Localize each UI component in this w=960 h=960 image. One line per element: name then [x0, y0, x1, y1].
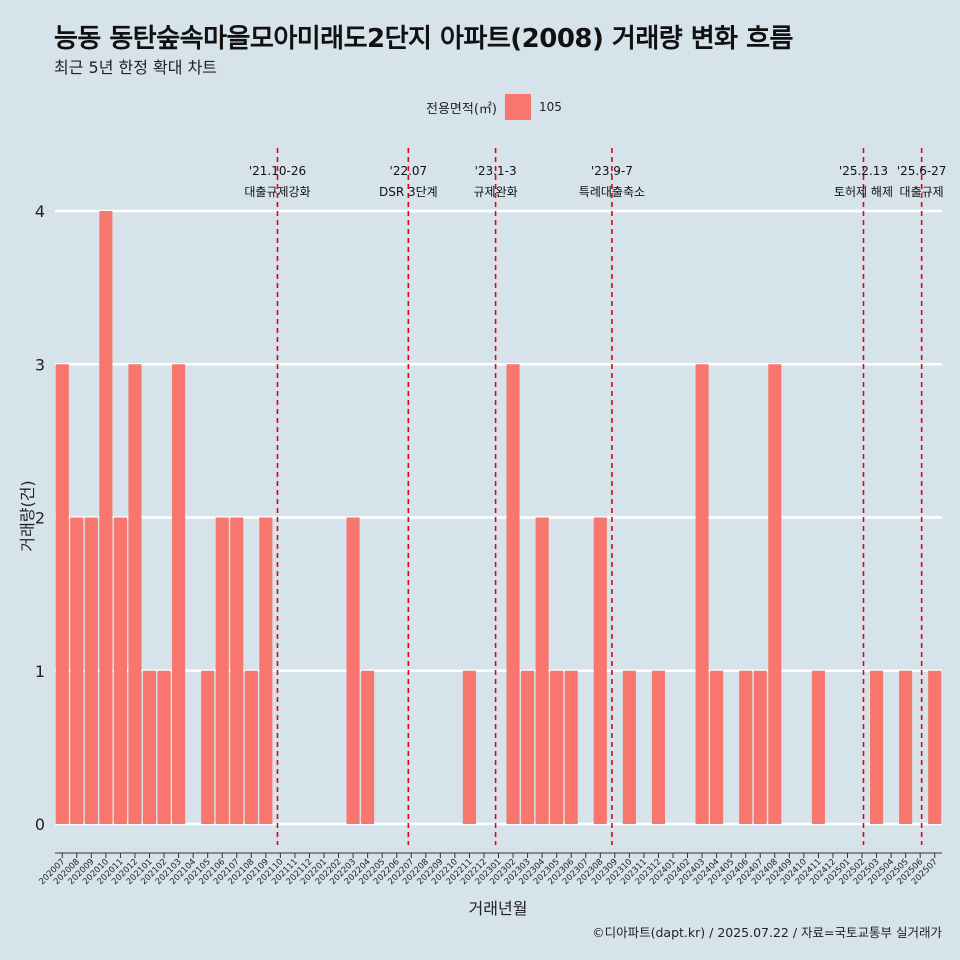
bar-202009 [84, 517, 98, 824]
bar-202308 [593, 517, 607, 824]
bar-202105 [201, 670, 215, 824]
legend-title: 전용면적(㎡) [426, 101, 497, 117]
bar-202101 [142, 670, 157, 824]
bar-202203 [346, 517, 360, 824]
bar-202312 [651, 670, 665, 824]
y-tick-label-1: 1 [35, 662, 45, 681]
event-label-0: 대출규제강화 [244, 185, 310, 199]
event-lines: '21.10-26 대출규제강화 '22.07 DSR 3단계 '23.1-3 규제완화 '… [244, 148, 946, 845]
bar-202211 [462, 670, 476, 824]
event-date-3: '23.9-7 [591, 164, 633, 178]
event-label-3: 특례대출축소 [579, 185, 645, 199]
x-axis-title: 거래년월 [469, 899, 528, 918]
event-label-2: 규제완화 [474, 185, 518, 199]
bar-202010 [99, 211, 113, 824]
bar-202107 [230, 517, 244, 824]
bar-202406 [739, 670, 753, 824]
y-tick-label-0: 0 [35, 815, 45, 834]
legend: 전용면적(㎡) 105 [426, 94, 562, 120]
x-axis: 2020072020082020092020102020112020122021… [37, 852, 942, 887]
bar-202106 [215, 517, 229, 824]
legend-key-105 [504, 94, 531, 120]
event-date-0: '21.10-26 [249, 164, 306, 178]
bar-202403 [695, 364, 709, 824]
event-label-4: 토허제 해제 [834, 185, 893, 199]
bar-202505 [899, 670, 913, 824]
bar-202411 [811, 670, 825, 824]
bar-202304 [535, 517, 549, 824]
event-date-4: '25.2.13 [839, 164, 888, 178]
chart-title: 능동 동탄숲속마을모아미래도2단지 아파트(2008) 거래량 변화 흐름 [54, 24, 793, 54]
y-axis-ticks: 0 1 2 3 4 [35, 202, 45, 834]
event-label-1: DSR 3단계 [379, 185, 438, 199]
bar-202109 [259, 517, 273, 824]
bar-202407 [753, 670, 767, 824]
bar-202008 [70, 517, 84, 824]
legend-label-105: 105 [538, 100, 562, 114]
y-tick-label-4: 4 [35, 202, 45, 221]
event-date-1: '22.07 [390, 164, 428, 178]
bar-202012 [128, 364, 142, 824]
event-date-5: '25.6-27 [897, 164, 947, 178]
bar-202011 [113, 517, 127, 824]
y-tick-label-2: 2 [35, 509, 45, 528]
bars [55, 211, 942, 824]
source-caption: ©디아파트(dapt.kr) / 2025.07.22 / 자료=국토교통부 실… [592, 925, 942, 940]
bar-202507 [928, 670, 942, 824]
bar-202204 [361, 670, 375, 824]
event-date-2: '23.1-3 [475, 164, 517, 178]
bar-202503 [870, 670, 884, 824]
bar-202303 [521, 670, 535, 824]
y-tick-label-3: 3 [35, 355, 45, 374]
bar-202103 [172, 364, 186, 824]
bar-202102 [157, 670, 171, 824]
bar-202007 [55, 364, 69, 824]
bar-202108 [244, 670, 258, 824]
bar-202302 [506, 364, 520, 824]
bar-202310 [622, 670, 636, 824]
bar-202404 [710, 670, 724, 824]
bar-202306 [564, 670, 578, 824]
bar-202408 [768, 364, 782, 824]
event-label-5: 대출규제 [900, 185, 944, 199]
gridlines [55, 209, 942, 826]
bar-202305 [550, 670, 564, 824]
chart-subtitle: 최근 5년 한정 확대 차트 [54, 58, 218, 77]
y-axis-title: 거래량(건) [18, 480, 37, 551]
